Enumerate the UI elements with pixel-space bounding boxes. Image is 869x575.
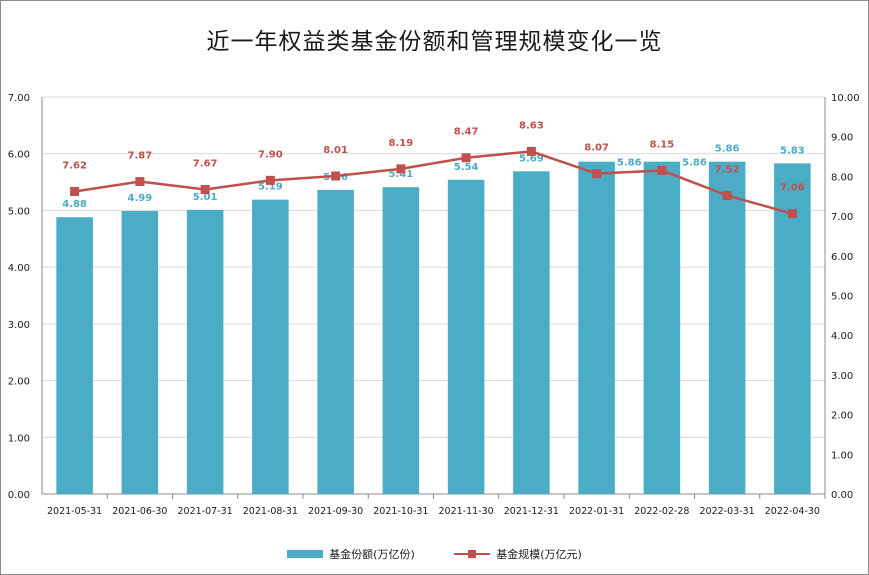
x-tick-label: 2022-01-31	[569, 506, 624, 517]
x-tick-label: 2021-09-30	[308, 506, 363, 517]
x-tick-label: 2021-07-31	[178, 506, 233, 517]
x-tick-label: 2021-06-30	[112, 506, 167, 517]
chart-title: 近一年权益类基金份额和管理规模变化一览	[206, 29, 663, 55]
bar	[121, 210, 159, 494]
line-data-label: 7.52	[715, 164, 740, 175]
y-tick-label-left: 7.00	[8, 93, 30, 104]
bar-data-label: 5.86	[617, 158, 642, 169]
line-data-label: 7.06	[780, 183, 805, 194]
bar-data-label: 5.69	[519, 153, 544, 164]
y-tick-label-right: 5.00	[831, 292, 853, 303]
bar	[186, 209, 224, 494]
bar	[317, 190, 354, 495]
line-point	[70, 186, 80, 196]
bar-data-label: 5.01	[193, 192, 218, 203]
bar	[578, 161, 615, 494]
line-point	[722, 190, 732, 200]
line-point	[135, 177, 145, 187]
x-tick-label: 2021-12-31	[504, 506, 559, 517]
y-tick-label-right: 6.00	[831, 252, 853, 263]
y-tick-label-left: 0.00	[8, 490, 30, 501]
line-data-label: 8.63	[519, 120, 544, 131]
legend-label-shares: 基金份额(万亿份)	[329, 548, 415, 561]
y-tick-label-right: 2.00	[831, 411, 853, 422]
bar	[447, 179, 485, 494]
y-tick-label-left: 2.00	[8, 377, 30, 388]
y-tick-label-left: 5.00	[8, 206, 30, 217]
bar-data-label: 5.54	[454, 162, 479, 173]
legend-item-scale: 基金规模(万亿元)	[454, 546, 582, 562]
legend-label-scale: 基金规模(万亿元)	[496, 548, 582, 561]
line-point	[200, 185, 210, 195]
line-data-label: 7.87	[128, 151, 153, 162]
line-data-label: 8.07	[584, 143, 609, 154]
line-data-label: 8.01	[323, 145, 348, 156]
chart-legend: 基金份额(万亿份) 基金规模(万亿元)	[0, 546, 869, 562]
x-tick-label: 2022-03-31	[700, 506, 755, 517]
y-tick-label-right: 1.00	[831, 450, 853, 461]
y-tick-label-right: 3.00	[831, 371, 853, 382]
y-tick-label-right: 0.00	[831, 490, 853, 501]
line-series-scale	[74, 150, 793, 215]
x-tick-label: 2022-02-28	[634, 506, 689, 517]
y-tick-label-left: 4.00	[8, 263, 30, 274]
x-tick-label: 2022-04-30	[765, 506, 820, 517]
line-point	[331, 171, 341, 181]
line-data-label: 7.62	[62, 160, 87, 171]
legend-swatch-bar	[287, 550, 324, 558]
line-data-label: 8.15	[650, 139, 675, 150]
x-tick-label: 2021-11-30	[439, 506, 494, 517]
line-point	[265, 175, 275, 185]
bar-data-label: 5.86	[682, 158, 707, 169]
y-tick-label-left: 3.00	[8, 320, 30, 331]
bar-data-label: 4.99	[128, 193, 153, 204]
legend-item-shares: 基金份额(万亿份)	[287, 546, 415, 562]
bar	[56, 217, 93, 494]
line-point	[592, 169, 602, 179]
line-point	[787, 209, 797, 219]
y-tick-label-right: 9.00	[831, 133, 853, 144]
bar	[643, 161, 681, 494]
y-tick-label-right: 8.00	[831, 172, 853, 183]
legend-swatch-line	[454, 550, 491, 558]
line-point	[461, 153, 471, 163]
bar	[252, 199, 289, 494]
line-data-label: 7.90	[258, 149, 283, 160]
line-data-label: 8.19	[389, 138, 414, 149]
bar	[708, 161, 746, 494]
y-tick-label-left: 1.00	[8, 433, 30, 444]
line-data-label: 7.67	[193, 159, 218, 170]
line-point	[526, 146, 536, 156]
line-data-label: 8.47	[454, 127, 479, 138]
line-point	[657, 165, 667, 175]
y-tick-label-left: 6.00	[8, 150, 30, 161]
bar-data-label: 5.41	[389, 169, 414, 180]
y-tick-label-right: 10.00	[831, 93, 860, 104]
bar-data-label: 5.19	[258, 182, 283, 193]
bar-data-label: 4.88	[62, 199, 87, 210]
bar	[382, 187, 420, 494]
line-point	[396, 164, 406, 174]
y-tick-label-right: 4.00	[831, 331, 853, 342]
bar-data-label: 5.83	[780, 145, 805, 156]
bar	[774, 163, 811, 494]
x-tick-label: 2021-05-31	[47, 506, 102, 517]
bar-data-label: 5.86	[715, 144, 740, 155]
x-tick-label: 2021-08-31	[243, 506, 298, 517]
y-tick-label-right: 7.00	[831, 212, 853, 223]
x-tick-label: 2021-10-31	[373, 506, 428, 517]
bar	[513, 171, 550, 494]
